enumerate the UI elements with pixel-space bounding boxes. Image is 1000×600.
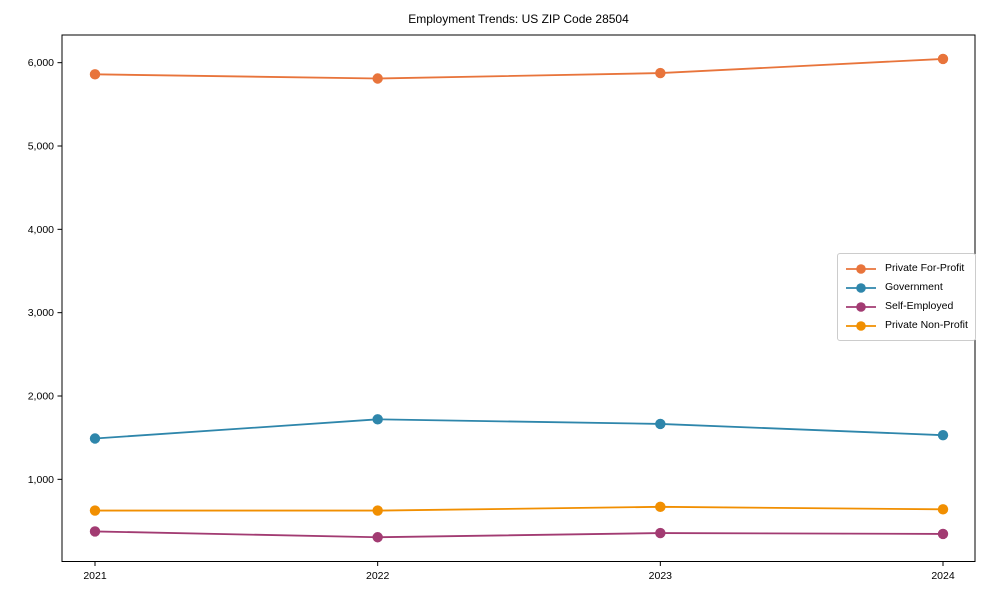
- legend-line-marker-icon: [846, 320, 876, 331]
- series-line: [94, 530, 944, 539]
- data-point-marker: [89, 526, 101, 537]
- series-self-employed: [89, 526, 949, 543]
- data-point-marker: [372, 73, 383, 84]
- x-tick-label: 2023: [649, 570, 673, 582]
- data-point-marker: [372, 532, 383, 543]
- legend-label: Private Non-Profit: [885, 319, 968, 332]
- data-point-marker: [937, 528, 949, 540]
- data-point-marker: [655, 67, 666, 79]
- legend-item-government: Government: [845, 282, 968, 294]
- series-line: [95, 505, 944, 512]
- data-point-marker: [655, 418, 666, 430]
- legend-item-self-employed: Self-Employed: [845, 301, 968, 313]
- data-point-marker: [937, 429, 949, 441]
- legend-line-marker-icon: [846, 263, 876, 274]
- series-government: [89, 414, 949, 444]
- data-point-marker: [89, 69, 101, 80]
- y-tick-label: 6,000: [28, 57, 54, 69]
- data-point-marker: [655, 501, 666, 513]
- legend-item-private-for-profit: Private For-Profit: [845, 263, 968, 275]
- series-private-non-profit: [89, 501, 949, 516]
- y-axis: 1,000 2,000 3,000 4,000 5,000 6,000: [28, 57, 62, 486]
- legend-item-private-non-profit: Private Non-Profit: [845, 320, 968, 332]
- chart-title: Employment Trends: US ZIP Code 28504: [408, 12, 629, 26]
- y-tick-label: 4,000: [28, 224, 54, 236]
- data-point-marker: [937, 504, 949, 515]
- series-line: [94, 418, 944, 440]
- legend-label: Self-Employed: [885, 300, 954, 313]
- data-point-marker: [372, 505, 383, 516]
- data-point-marker: [89, 505, 101, 516]
- series-group: [89, 53, 949, 543]
- legend-label: Government: [885, 281, 943, 294]
- x-tick-label: 2022: [366, 570, 390, 582]
- y-tick-label: 2,000: [28, 391, 54, 403]
- data-point-marker: [655, 527, 666, 539]
- data-point-marker: [937, 53, 949, 65]
- legend-line-marker-icon: [846, 301, 876, 312]
- legend-line-marker-icon: [846, 282, 876, 293]
- x-axis: 2021 2022 2023 2024: [83, 561, 955, 582]
- x-tick-label: 2021: [83, 570, 107, 582]
- series-private-for-profit: [89, 53, 949, 84]
- chart-legend: Private For-Profit Government Self-Employe…: [837, 253, 976, 341]
- series-line: [94, 58, 944, 80]
- x-tick-label: 2024: [931, 570, 955, 582]
- legend-label: Private For-Profit: [885, 262, 965, 275]
- y-tick-label: 5,000: [28, 141, 54, 153]
- y-tick-label: 1,000: [28, 474, 54, 486]
- data-point-marker: [89, 433, 101, 444]
- y-tick-label: 3,000: [28, 307, 54, 319]
- data-point-marker: [372, 414, 383, 425]
